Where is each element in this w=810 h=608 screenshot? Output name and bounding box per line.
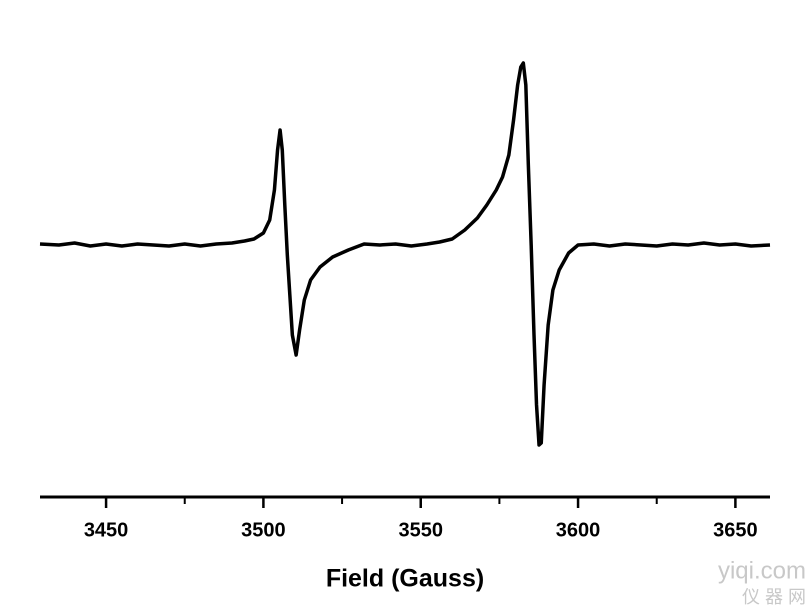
watermark: 仪 器 网 [742, 587, 806, 607]
x-tick-label: 3600 [556, 519, 601, 541]
x-tick-label: 3550 [398, 519, 443, 541]
x-tick-label: 3650 [713, 519, 758, 541]
spectrum-line [39, 61, 771, 447]
watermark: yiqi.com [718, 557, 806, 584]
x-tick-label: 3500 [241, 519, 286, 541]
x-tick-label: 3450 [84, 519, 129, 541]
x-axis-title: Field (Gauss) [326, 565, 484, 593]
